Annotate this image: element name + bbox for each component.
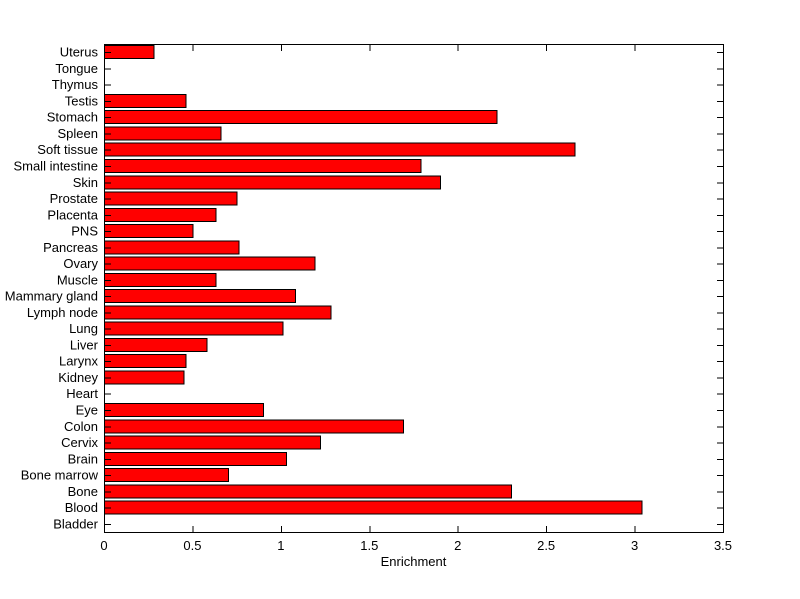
y-tick-label-stomach: Stomach — [47, 110, 98, 125]
bar-larynx — [104, 354, 187, 369]
y-tick-label-bone-marrow: Bone marrow — [21, 468, 99, 483]
y-tick-label-spleen: Spleen — [58, 126, 98, 141]
y-tick-label-eye: Eye — [76, 403, 98, 418]
y-tick-label-cervix: Cervix — [61, 435, 98, 450]
y-tick-label-larynx: Larynx — [59, 354, 99, 369]
bar-cervix — [104, 435, 321, 450]
bar-soft-tissue — [104, 142, 576, 157]
bar-small-intestine — [104, 159, 422, 173]
bar-muscle — [104, 272, 217, 287]
y-tick-label-prostate: Prostate — [50, 191, 98, 206]
bar-lymph-node — [104, 305, 332, 320]
bar-brain — [104, 451, 288, 466]
bar-prostate — [104, 191, 238, 206]
y-tick-label-mammary-gland: Mammary gland — [5, 289, 98, 304]
bar-uterus — [104, 45, 155, 60]
x-tick-label: 0.5 — [183, 538, 201, 553]
bar-spleen — [104, 126, 222, 141]
y-tick-label-blood: Blood — [65, 500, 98, 515]
bar-mammary-gland — [104, 289, 296, 304]
x-tick-label: 2.5 — [537, 538, 555, 553]
y-tick-label-colon: Colon — [64, 419, 98, 434]
x-tick-label: 3.5 — [714, 538, 732, 553]
y-tick-label-ovary: Ovary — [63, 256, 98, 271]
y-tick-label-liver: Liver — [70, 337, 99, 352]
bar-liver — [104, 337, 208, 352]
y-tick-label-testis: Testis — [65, 93, 99, 108]
y-tick-label-kidney: Kidney — [58, 370, 98, 385]
bar-colon — [104, 419, 404, 434]
y-tick-label-bone: Bone — [68, 484, 98, 499]
bar-kidney — [104, 370, 185, 385]
y-tick-label-muscle: Muscle — [57, 272, 98, 287]
bar-bone-marrow — [104, 468, 229, 483]
bar-placenta — [104, 207, 217, 222]
y-tick-label-uterus: Uterus — [60, 45, 99, 60]
bar-blood — [104, 500, 643, 515]
bar-pancreas — [104, 240, 240, 255]
x-tick-label: 2 — [454, 538, 461, 553]
bar-eye — [104, 403, 265, 417]
y-tick-label-skin: Skin — [73, 175, 98, 190]
x-tick-label: 3 — [631, 538, 638, 553]
y-tick-label-heart: Heart — [66, 386, 98, 401]
x-axis-label: Enrichment — [381, 554, 447, 569]
bar-lung — [104, 321, 284, 336]
x-tick-label: 1.5 — [360, 538, 378, 553]
bar-pns — [104, 224, 194, 239]
bar-testis — [104, 93, 187, 108]
y-tick-label-brain: Brain — [68, 451, 98, 466]
y-tick-label-small-intestine: Small intestine — [13, 159, 98, 174]
y-tick-label-pns: PNS — [71, 224, 98, 239]
y-tick-label-placenta: Placenta — [47, 207, 98, 222]
bar-stomach — [104, 110, 498, 125]
bar-ovary — [104, 256, 316, 271]
plot-box — [104, 44, 724, 533]
x-tick-label: 1 — [277, 538, 284, 553]
y-tick-label-lymph-node: Lymph node — [27, 305, 98, 320]
bar-bone — [104, 484, 512, 499]
y-tick-label-tongue: Tongue — [55, 61, 98, 76]
bar-skin — [104, 175, 441, 190]
y-tick-label-soft-tissue: Soft tissue — [37, 142, 98, 157]
y-tick-label-bladder: Bladder — [53, 516, 98, 531]
y-tick-label-pancreas: Pancreas — [43, 240, 98, 255]
y-tick-label-lung: Lung — [69, 321, 98, 336]
y-tick-label-thymus: Thymus — [52, 77, 99, 92]
x-tick-label: 0 — [100, 538, 107, 553]
